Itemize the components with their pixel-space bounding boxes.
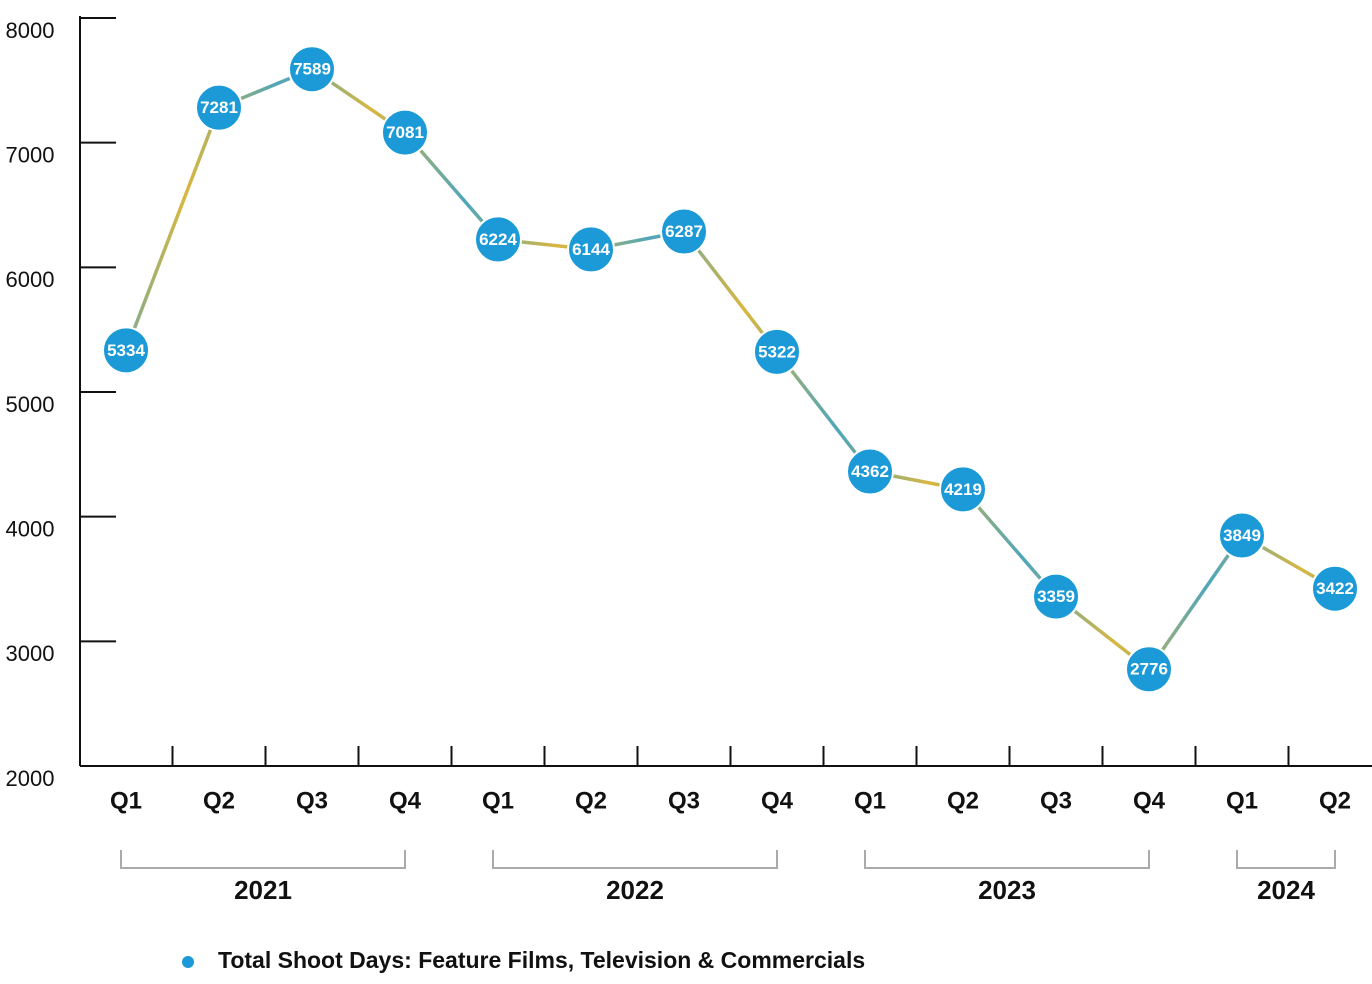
data-label: 7081 <box>386 123 424 142</box>
data-label: 5334 <box>107 341 145 360</box>
group-bracket <box>492 850 778 869</box>
group-label: 2023 <box>978 875 1036 905</box>
x-tick-label: Q4 <box>1133 787 1166 814</box>
data-label: 4362 <box>851 462 889 481</box>
x-tick-label: Q1 <box>110 787 142 814</box>
x-tick-label: Q3 <box>668 787 700 814</box>
y-tick-label: 5000 <box>6 392 55 417</box>
data-label: 3422 <box>1316 579 1354 598</box>
y-tick-label: 7000 <box>6 142 55 167</box>
data-point <box>660 207 708 256</box>
x-tick-label: Q2 <box>575 787 607 814</box>
data-point <box>381 108 429 157</box>
y-tick-label: 2000 <box>6 766 55 791</box>
data-point <box>1032 572 1080 621</box>
data-point <box>102 326 150 375</box>
group-label: 2021 <box>234 875 292 905</box>
data-point <box>939 465 987 514</box>
data-label: 7281 <box>200 98 238 117</box>
data-point <box>288 45 336 94</box>
data-point <box>195 83 243 132</box>
data-point <box>1218 511 1266 560</box>
group-bracket <box>864 850 1150 869</box>
data-point <box>1311 564 1359 613</box>
group-label: 2024 <box>1257 875 1315 905</box>
legend-marker <box>182 956 194 968</box>
y-tick-label: 8000 <box>6 18 55 43</box>
x-tick-label: Q4 <box>761 787 794 814</box>
x-tick-label: Q1 <box>1226 787 1258 814</box>
x-tick-label: Q4 <box>389 787 422 814</box>
data-point <box>753 327 801 376</box>
data-label: 5322 <box>758 342 796 361</box>
x-tick-label: Q2 <box>1319 787 1351 814</box>
group-label: 2022 <box>606 875 664 905</box>
y-tick-label: 6000 <box>6 267 55 292</box>
x-tick-label: Q3 <box>296 787 328 814</box>
x-tick-label: Q2 <box>203 787 235 814</box>
x-tick-label: Q3 <box>1040 787 1072 814</box>
data-label: 6144 <box>572 240 610 259</box>
data-label: 6224 <box>479 230 517 249</box>
data-label: 6287 <box>665 222 703 241</box>
group-bracket <box>1236 850 1336 869</box>
y-tick-label: 3000 <box>6 641 55 666</box>
legend-label: Total Shoot Days: Feature Films, Televis… <box>218 947 865 973</box>
data-point <box>846 447 894 496</box>
data-point <box>567 225 615 274</box>
data-point <box>474 215 522 264</box>
data-point <box>1125 645 1173 694</box>
x-tick-label: Q1 <box>854 787 886 814</box>
data-line <box>124 67 1336 672</box>
x-tick-label: Q1 <box>482 787 514 814</box>
group-bracket <box>120 850 406 869</box>
data-label: 4219 <box>944 480 982 499</box>
data-label: 7589 <box>293 60 331 79</box>
y-tick-label: 4000 <box>6 516 55 541</box>
data-label: 2776 <box>1130 660 1168 679</box>
data-label: 3849 <box>1223 526 1261 545</box>
data-label: 3359 <box>1037 587 1075 606</box>
x-tick-label: Q2 <box>947 787 979 814</box>
